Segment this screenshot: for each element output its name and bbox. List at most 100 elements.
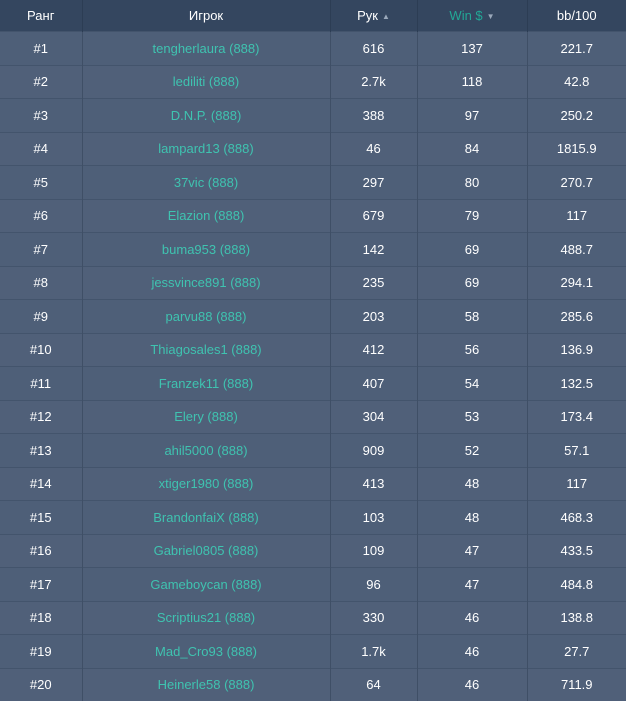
table-row: #5 37vic (888) 297 80 270.7 — [0, 165, 626, 199]
win-cell: 48 — [417, 500, 528, 534]
table-row: #15 BrandonfaiX (888) 103 48 468.3 — [0, 500, 626, 534]
header-player: Игрок — [82, 0, 331, 32]
rank-cell: #12 — [0, 399, 83, 434]
bb100-cell: 711.9 — [527, 667, 626, 701]
table-row: #11 Franzek11 (888) 407 54 132.5 — [0, 366, 626, 400]
player-link[interactable]: Elery (888) — [82, 399, 331, 434]
win-cell: 56 — [417, 332, 528, 367]
rank-cell: #6 — [0, 198, 83, 233]
rank-cell: #3 — [0, 98, 83, 132]
hands-cell: 388 — [330, 98, 418, 132]
win-cell: 69 — [417, 232, 528, 266]
win-cell: 58 — [417, 299, 528, 333]
bb100-cell: 285.6 — [527, 299, 626, 333]
table-row: #3 D.N.P. (888) 388 97 250.2 — [0, 98, 626, 132]
player-link[interactable]: Elazion (888) — [82, 198, 331, 233]
win-cell: 52 — [417, 433, 528, 467]
player-link[interactable]: Heinerle58 (888) — [82, 667, 331, 701]
win-cell: 46 — [417, 634, 528, 668]
player-link[interactable]: BrandonfaiX (888) — [82, 500, 331, 534]
win-cell: 54 — [417, 366, 528, 400]
rank-cell: #4 — [0, 131, 83, 166]
rank-cell: #19 — [0, 634, 83, 668]
hands-cell: 142 — [330, 232, 418, 266]
player-link[interactable]: Thiagosales1 (888) — [82, 332, 331, 367]
sort-down-icon: ▼ — [486, 12, 495, 22]
hands-cell: 109 — [330, 533, 418, 568]
table-row: #14 xtiger1980 (888) 413 48 117 — [0, 466, 626, 501]
header-row: Ранг Игрок Рук ▲ Win $ ▼ bb/100 — [0, 0, 626, 32]
rank-cell: #5 — [0, 165, 83, 199]
rank-cell: #10 — [0, 332, 83, 367]
bb100-cell: 136.9 — [527, 332, 626, 367]
table-row: #13 ahil5000 (888) 909 52 57.1 — [0, 433, 626, 467]
bb100-cell: 250.2 — [527, 98, 626, 132]
bb100-cell: 132.5 — [527, 366, 626, 400]
player-link[interactable]: jessvince891 (888) — [82, 265, 331, 300]
player-link[interactable]: buma953 (888) — [82, 232, 331, 266]
table-row: #2 lediliti (888) 2.7k 118 42.8 — [0, 64, 626, 99]
sort-up-icon: ▲ — [381, 12, 390, 22]
table-row: #19 Mad_Cro93 (888) 1.7k 46 27.7 — [0, 634, 626, 668]
table-row: #17 Gameboycan (888) 96 47 484.8 — [0, 567, 626, 601]
win-cell: 46 — [417, 600, 528, 635]
player-link[interactable]: Franzek11 (888) — [82, 366, 331, 400]
bb100-cell: 27.7 — [527, 634, 626, 668]
player-link[interactable]: Gabriel0805 (888) — [82, 533, 331, 568]
table-row: #7 buma953 (888) 142 69 488.7 — [0, 232, 626, 266]
table-row: #1 tengherlaura (888) 616 137 221.7 — [0, 31, 626, 65]
header-win[interactable]: Win $ ▼ — [417, 0, 528, 32]
bb100-cell: 57.1 — [527, 433, 626, 467]
rank-cell: #15 — [0, 500, 83, 534]
table-row: #16 Gabriel0805 (888) 109 47 433.5 — [0, 533, 626, 568]
win-cell: 48 — [417, 466, 528, 501]
header-rank: Ранг — [0, 0, 83, 32]
player-link[interactable]: Scriptius21 (888) — [82, 600, 331, 635]
hands-cell: 412 — [330, 332, 418, 367]
hands-cell: 2.7k — [330, 64, 418, 99]
win-cell: 79 — [417, 198, 528, 233]
header-hands-label: Рук — [357, 8, 378, 23]
win-cell: 69 — [417, 265, 528, 300]
rank-cell: #1 — [0, 31, 83, 65]
header-hands[interactable]: Рук ▲ — [330, 0, 418, 32]
player-link[interactable]: lampard13 (888) — [82, 131, 331, 166]
hands-cell: 330 — [330, 600, 418, 635]
win-cell: 46 — [417, 667, 528, 701]
hands-cell: 103 — [330, 500, 418, 534]
player-link[interactable]: D.N.P. (888) — [82, 98, 331, 132]
bb100-cell: 270.7 — [527, 165, 626, 199]
win-cell: 84 — [417, 131, 528, 166]
bb100-cell: 468.3 — [527, 500, 626, 534]
table-row: #4 lampard13 (888) 46 84 1815.9 — [0, 131, 626, 166]
table-row: #10 Thiagosales1 (888) 412 56 136.9 — [0, 332, 626, 367]
rank-cell: #2 — [0, 64, 83, 99]
header-bb100[interactable]: bb/100 — [527, 0, 626, 32]
player-link[interactable]: 37vic (888) — [82, 165, 331, 199]
hands-cell: 616 — [330, 31, 418, 65]
bb100-cell: 221.7 — [527, 31, 626, 65]
player-link[interactable]: tengherlaura (888) — [82, 31, 331, 65]
player-link[interactable]: xtiger1980 (888) — [82, 466, 331, 501]
table-row: #8 jessvince891 (888) 235 69 294.1 — [0, 265, 626, 300]
rank-cell: #17 — [0, 567, 83, 601]
player-link[interactable]: ahil5000 (888) — [82, 433, 331, 467]
bb100-cell: 488.7 — [527, 232, 626, 266]
bb100-cell: 484.8 — [527, 567, 626, 601]
win-cell: 53 — [417, 399, 528, 434]
bb100-cell: 294.1 — [527, 265, 626, 300]
player-link[interactable]: lediliti (888) — [82, 64, 331, 99]
hands-cell: 413 — [330, 466, 418, 501]
win-cell: 97 — [417, 98, 528, 132]
player-link[interactable]: parvu88 (888) — [82, 299, 331, 333]
bb100-cell: 433.5 — [527, 533, 626, 568]
bb100-cell: 1815.9 — [527, 131, 626, 166]
player-link[interactable]: Mad_Cro93 (888) — [82, 634, 331, 668]
bb100-cell: 173.4 — [527, 399, 626, 434]
rank-cell: #14 — [0, 466, 83, 501]
header-win-label: Win $ — [449, 8, 483, 23]
table-row: #9 parvu88 (888) 203 58 285.6 — [0, 299, 626, 333]
player-link[interactable]: Gameboycan (888) — [82, 567, 331, 601]
bb100-cell: 138.8 — [527, 600, 626, 635]
win-cell: 80 — [417, 165, 528, 199]
